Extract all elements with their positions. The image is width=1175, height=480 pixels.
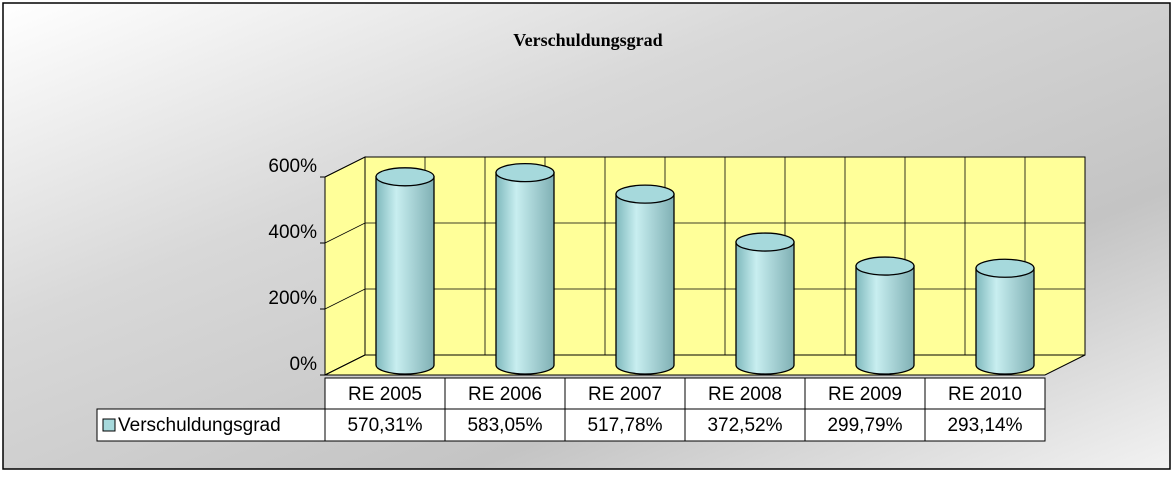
cylinder-top [975,258,1035,278]
table-value: 517,78% [587,415,662,436]
x-tick-label: RE 2007 [588,384,662,405]
table-value: 372,52% [707,415,782,436]
table-value-row [96,408,1046,442]
x-tick-label: RE 2006 [468,384,542,405]
cylinder-top [615,184,675,204]
legend-swatch [102,418,116,432]
table-value: 583,05% [467,415,542,436]
table-value: 299,79% [827,415,902,436]
y-tick-label: 0% [290,354,318,375]
legend-label: Verschuldungsgrad [118,415,281,436]
grid-line [324,288,1085,310]
chart-title: Verschuldungsgrad [513,30,662,50]
cylinder [975,267,1035,375]
x-tick-label: RE 2005 [348,384,422,405]
x-tick-label: RE 2008 [708,384,782,405]
cylinder-top [375,167,435,187]
y-tick-label: 200% [268,288,317,309]
cylinder [855,265,915,375]
floor [324,354,1086,376]
cylinder [735,241,795,375]
table-value: 570,31% [347,415,422,436]
table-value: 293,14% [947,415,1022,436]
cylinder-top [855,256,915,276]
cylinder-top [735,232,795,252]
cylinder-top [495,162,555,183]
cylinder [615,193,675,375]
cylinder [495,171,555,375]
y-tick-label: 400% [268,222,317,243]
x-tick-label: RE 2009 [828,384,902,405]
cylinder [375,176,435,375]
side-wall [324,156,366,376]
grid-line [324,156,1085,178]
grid-line [324,354,1085,376]
y-tick-label: 600% [268,156,317,177]
grid-line [324,222,1085,244]
x-tick-label: RE 2010 [948,384,1022,405]
